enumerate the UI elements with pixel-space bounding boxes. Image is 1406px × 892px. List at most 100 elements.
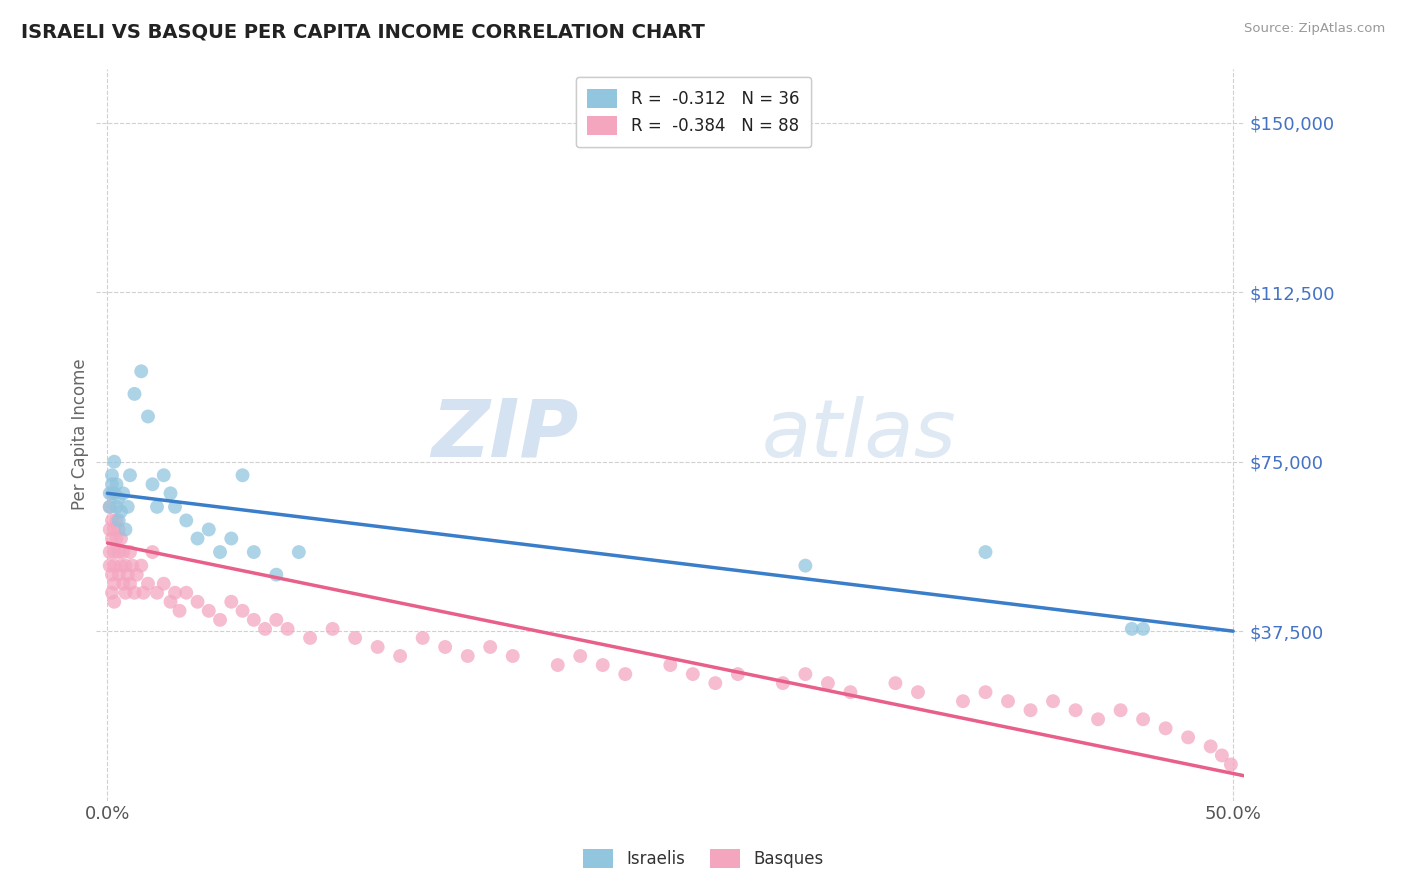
Point bbox=[118, 545, 141, 559]
Point bbox=[101, 513, 124, 527]
Point bbox=[1121, 622, 1143, 636]
Point bbox=[103, 523, 125, 537]
Point bbox=[107, 545, 129, 559]
Point bbox=[118, 576, 141, 591]
Point bbox=[208, 613, 231, 627]
Point bbox=[112, 486, 135, 500]
Legend: Israelis, Basques: Israelis, Basques bbox=[576, 842, 830, 875]
Point bbox=[277, 622, 299, 636]
Point bbox=[163, 500, 186, 514]
Text: atlas: atlas bbox=[762, 395, 957, 474]
Point bbox=[174, 586, 197, 600]
Point bbox=[614, 667, 637, 681]
Point bbox=[103, 576, 125, 591]
Point bbox=[434, 640, 457, 654]
Point bbox=[569, 648, 592, 663]
Point bbox=[152, 576, 174, 591]
Point bbox=[479, 640, 502, 654]
Point bbox=[105, 513, 128, 527]
Point bbox=[163, 586, 186, 600]
Point bbox=[727, 667, 749, 681]
Point bbox=[98, 523, 121, 537]
Point bbox=[884, 676, 907, 690]
Point bbox=[146, 500, 169, 514]
Point bbox=[136, 576, 159, 591]
Point bbox=[592, 658, 614, 673]
Point bbox=[101, 567, 124, 582]
Point bbox=[266, 567, 288, 582]
Point bbox=[114, 586, 136, 600]
Point bbox=[1199, 739, 1222, 754]
Point bbox=[243, 613, 266, 627]
Point bbox=[299, 631, 322, 645]
Legend: R =  -0.312   N = 36, R =  -0.384   N = 88: R = -0.312 N = 36, R = -0.384 N = 88 bbox=[575, 77, 811, 147]
Point bbox=[98, 500, 121, 514]
Point bbox=[1019, 703, 1042, 717]
Point bbox=[1211, 748, 1233, 763]
Point bbox=[101, 532, 124, 546]
Point bbox=[1109, 703, 1132, 717]
Point bbox=[794, 558, 817, 573]
Text: ZIP: ZIP bbox=[432, 395, 578, 474]
Point bbox=[659, 658, 682, 673]
Y-axis label: Per Capita Income: Per Capita Income bbox=[72, 359, 89, 510]
Point bbox=[124, 387, 146, 401]
Point bbox=[839, 685, 862, 699]
Point bbox=[367, 640, 389, 654]
Point bbox=[103, 595, 125, 609]
Point bbox=[221, 595, 243, 609]
Point bbox=[208, 545, 231, 559]
Point bbox=[174, 513, 197, 527]
Point bbox=[389, 648, 412, 663]
Point bbox=[1132, 622, 1154, 636]
Point bbox=[344, 631, 367, 645]
Point bbox=[412, 631, 434, 645]
Point bbox=[129, 364, 152, 378]
Point bbox=[101, 586, 124, 600]
Point bbox=[704, 676, 727, 690]
Point bbox=[98, 558, 121, 573]
Point bbox=[107, 567, 129, 582]
Point bbox=[169, 604, 191, 618]
Point bbox=[186, 532, 208, 546]
Point bbox=[98, 486, 121, 500]
Point bbox=[112, 545, 135, 559]
Point bbox=[105, 477, 128, 491]
Point bbox=[186, 595, 208, 609]
Point bbox=[1042, 694, 1064, 708]
Point bbox=[121, 558, 143, 573]
Point bbox=[221, 532, 243, 546]
Point bbox=[907, 685, 929, 699]
Point bbox=[124, 586, 146, 600]
Point bbox=[682, 667, 704, 681]
Point bbox=[1132, 712, 1154, 726]
Point bbox=[129, 558, 152, 573]
Point bbox=[105, 500, 128, 514]
Point bbox=[107, 523, 129, 537]
Point bbox=[117, 567, 139, 582]
Point bbox=[107, 491, 129, 505]
Point bbox=[110, 532, 132, 546]
Point bbox=[118, 468, 141, 483]
Point bbox=[141, 477, 163, 491]
Point bbox=[141, 545, 163, 559]
Point bbox=[197, 604, 219, 618]
Text: Source: ZipAtlas.com: Source: ZipAtlas.com bbox=[1244, 22, 1385, 36]
Point bbox=[232, 604, 254, 618]
Point bbox=[817, 676, 839, 690]
Point bbox=[1154, 721, 1177, 735]
Point bbox=[1219, 757, 1241, 772]
Point bbox=[1064, 703, 1087, 717]
Point bbox=[159, 486, 181, 500]
Point bbox=[101, 477, 124, 491]
Point bbox=[974, 545, 997, 559]
Point bbox=[457, 648, 479, 663]
Point bbox=[243, 545, 266, 559]
Point bbox=[502, 648, 524, 663]
Point bbox=[101, 468, 124, 483]
Point bbox=[794, 667, 817, 681]
Point bbox=[322, 622, 344, 636]
Point bbox=[103, 558, 125, 573]
Point bbox=[132, 586, 155, 600]
Point bbox=[772, 676, 794, 690]
